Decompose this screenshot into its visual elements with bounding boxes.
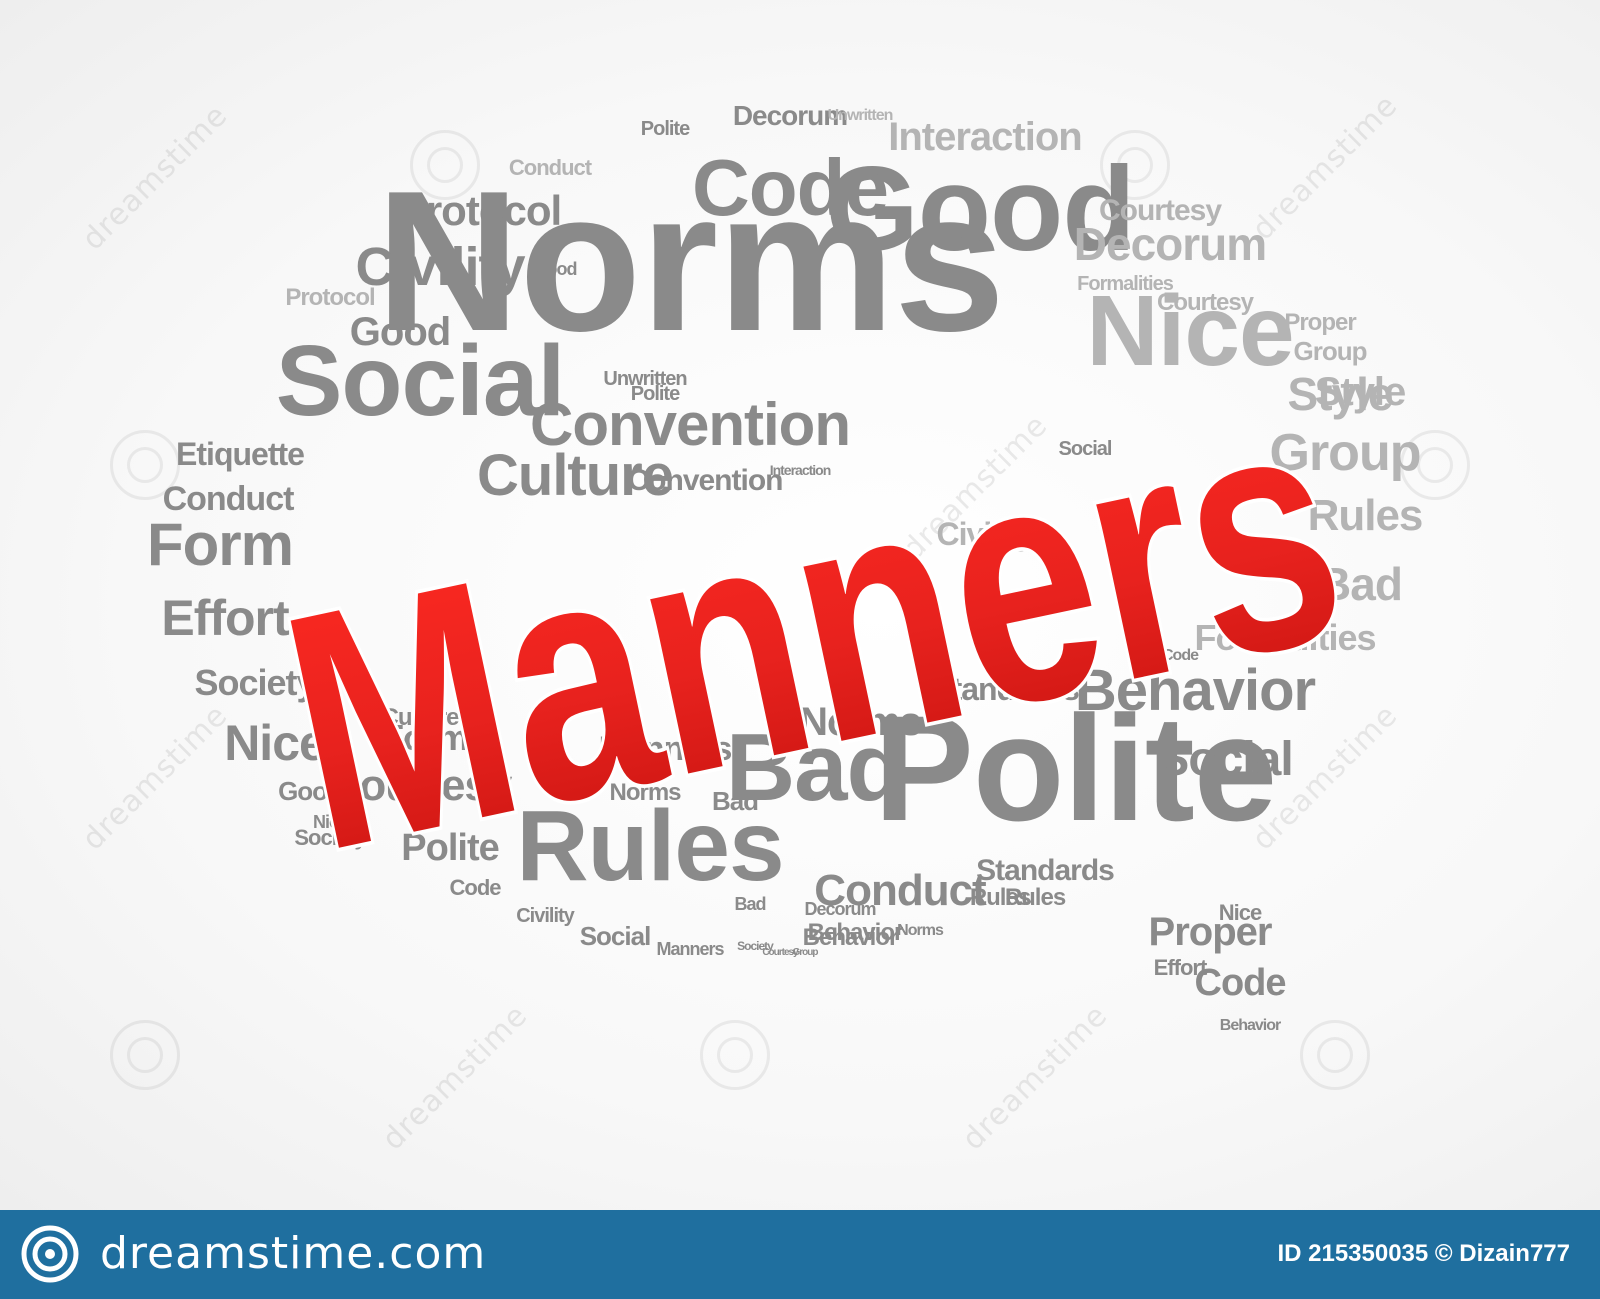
- word-cloud-word: Standards: [931, 671, 1079, 707]
- word-cloud-word: Norms: [799, 700, 921, 744]
- word-cloud-word: Courtesy: [762, 947, 799, 958]
- word-cloud-word: Polite: [874, 684, 1276, 852]
- word-cloud-word: Manners: [599, 730, 732, 768]
- word-cloud-word: Polite: [401, 827, 498, 869]
- word-cloud-word: Good: [534, 259, 577, 279]
- word-cloud-word: Style: [1288, 368, 1393, 420]
- word-cloud-word: Social: [1059, 438, 1112, 460]
- word-cloud: NormsGoodCodeInteractionDecorumUnwritten…: [147, 100, 1423, 1034]
- word-cloud-word: Group: [793, 947, 819, 958]
- word-cloud-word: Society: [294, 825, 367, 850]
- word-cloud-word: Group: [1294, 336, 1367, 366]
- word-cloud-word: Form: [382, 717, 468, 758]
- word-cloud-word: Conduct: [163, 480, 295, 518]
- word-cloud-word: Rules: [1308, 491, 1423, 540]
- dreamstime-logo-icon: [21, 1225, 79, 1283]
- word-cloud-word: Behavior: [1075, 658, 1316, 723]
- word-cloud-word: Culture: [382, 704, 460, 731]
- word-cloud-word: Behavior: [1220, 1017, 1281, 1034]
- watermark-spiral-icon: [1100, 130, 1170, 200]
- word-cloud-word: Rules: [516, 790, 783, 902]
- word-cloud-word: Bad: [1318, 558, 1402, 610]
- word-cloud-word: Protocol: [285, 284, 374, 311]
- word-cloud-word: Effort: [161, 590, 290, 646]
- watermark-spiral-icon: [1400, 430, 1470, 500]
- word-cloud-word: Polite: [631, 383, 680, 405]
- watermark-spiral-icon: [1300, 1020, 1370, 1090]
- word-cloud-words: NormsGoodCodeInteractionDecorumUnwritten…: [147, 100, 1423, 1034]
- word-cloud-word: Nice: [1219, 900, 1262, 925]
- word-cloud-word: Society: [194, 662, 316, 703]
- word-cloud-word: Code: [1195, 962, 1286, 1004]
- word-cloud-word: Social: [1157, 733, 1292, 786]
- word-cloud-word: Unwritten: [828, 107, 893, 124]
- word-cloud-word: Good: [350, 310, 450, 354]
- word-cloud-canvas: dreamstime dreamstime dreamstime dreamst…: [0, 0, 1600, 1210]
- word-cloud-word: Etiquette: [176, 436, 304, 472]
- word-cloud-word: Rules: [1005, 884, 1066, 911]
- word-cloud-word: Formalities: [1194, 617, 1375, 658]
- footer-bar: dreamstime.com ID 215350035 © Dizain777: [0, 1210, 1600, 1299]
- word-cloud-word: Code: [450, 875, 502, 900]
- word-cloud-word: Form: [147, 511, 293, 578]
- word-cloud-word: Polite: [641, 118, 690, 140]
- footer-brand: dreamstime.com: [100, 1228, 487, 1279]
- word-cloud-word: Courtesy: [1157, 289, 1255, 316]
- word-cloud-word: Proper: [1284, 309, 1356, 336]
- watermark-spiral-icon: [110, 430, 180, 500]
- word-cloud-word: Interaction: [888, 115, 1081, 159]
- word-cloud-word: Civility: [355, 237, 525, 297]
- word-cloud-word: Society: [737, 939, 774, 953]
- word-cloud-word: Code: [692, 143, 888, 232]
- word-cloud-word: Social: [580, 921, 651, 951]
- word-cloud-word: Courtesy: [1099, 194, 1222, 227]
- word-cloud-word: Decorum: [1074, 218, 1266, 270]
- word-cloud-word: Good: [278, 776, 342, 806]
- word-cloud-word: Nice: [224, 715, 326, 771]
- word-cloud-word: Social: [276, 325, 565, 437]
- word-cloud-word: Conduct: [509, 155, 593, 180]
- word-cloud-word: Good: [825, 142, 1134, 276]
- word-cloud-word: Convention: [628, 464, 783, 497]
- word-cloud-word: Conduct: [814, 866, 987, 915]
- word-cloud-word: Protocol: [399, 187, 561, 234]
- word-cloud-word: Bad: [734, 894, 765, 914]
- word-cloud-word: Nice: [1086, 275, 1293, 387]
- word-cloud-word: Norms: [609, 779, 681, 806]
- word-cloud-word: Bad: [726, 714, 904, 821]
- word-cloud-word: Manners: [656, 939, 724, 959]
- word-cloud-word: Proper: [1149, 910, 1272, 954]
- word-cloud-word: Decorum: [804, 899, 875, 919]
- word-cloud-word: Convention: [530, 391, 850, 458]
- word-cloud-word: Behavior: [803, 924, 898, 951]
- word-cloud-word: Civility: [937, 516, 1035, 552]
- word-cloud-word: Civility: [516, 905, 575, 927]
- word-cloud-word: Culture: [477, 443, 673, 508]
- word-cloud-word: Courtesy: [329, 761, 513, 810]
- word-cloud-word: Standards: [976, 854, 1114, 887]
- watermark-spiral-icon: [110, 1020, 180, 1090]
- watermark-spiral-icon: [700, 1020, 770, 1090]
- watermark-spiral-icon: [410, 130, 480, 200]
- word-cloud-word: Style: [1315, 370, 1406, 414]
- word-cloud-word: Norms: [897, 922, 944, 939]
- word-cloud-word: Behavior: [808, 919, 903, 946]
- word-cloud-word: Unwritten: [603, 368, 686, 390]
- word-cloud-word: Decorum: [733, 100, 847, 131]
- word-cloud-word: Bad: [712, 786, 758, 816]
- word-cloud-word: Group: [1270, 424, 1421, 482]
- word-cloud-word: Code: [1162, 647, 1199, 664]
- word-cloud-word: Effort: [1154, 955, 1208, 980]
- footer-image-id: ID 215350035 © Dizain777: [1277, 1240, 1570, 1267]
- word-cloud-word: Norms: [376, 150, 1005, 373]
- word-cloud-word: Nice: [313, 812, 348, 832]
- word-cloud-word: Interaction: [770, 462, 831, 478]
- word-cloud-word: Formalities: [1077, 273, 1174, 295]
- word-cloud-word: Rules: [970, 884, 1031, 911]
